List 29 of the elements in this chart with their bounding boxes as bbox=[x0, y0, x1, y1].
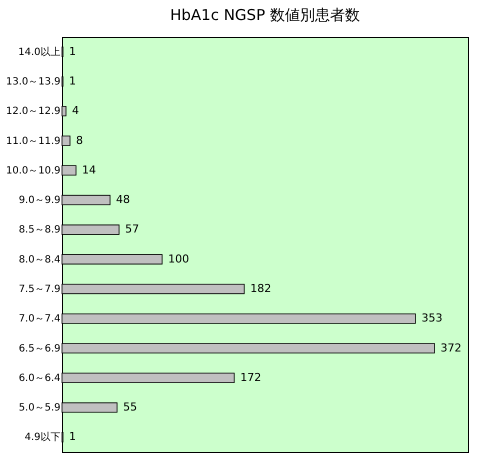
y-tick-label: 14.0以上 bbox=[18, 46, 60, 58]
y-tick-label: 4.9以下 bbox=[24, 431, 60, 444]
y-tick-label: 5.0～5.9 bbox=[18, 402, 60, 414]
y-tick-label: 7.0～7.4 bbox=[18, 314, 60, 325]
y-tick-label: 8.5～8.9 bbox=[18, 224, 60, 236]
y-tick-label: 12.0～12.9 bbox=[6, 106, 60, 118]
data-label: 14 bbox=[82, 163, 96, 176]
y-tick-label: 10.0～10.9 bbox=[6, 165, 60, 176]
y-tick-label: 13.0～13.9 bbox=[6, 76, 60, 88]
data-label: 1 bbox=[69, 74, 76, 88]
chart-title: HbA1c NGSP 数値別患者数 bbox=[170, 6, 360, 24]
data-label: 1 bbox=[69, 44, 76, 58]
data-label: 8 bbox=[76, 134, 84, 147]
data-label: 48 bbox=[116, 193, 130, 206]
data-label: 182 bbox=[250, 282, 272, 295]
y-tick-label: 11.0～11.9 bbox=[6, 136, 60, 147]
data-label: 353 bbox=[421, 312, 442, 325]
data-label: 57 bbox=[125, 222, 140, 236]
data-label: 100 bbox=[168, 252, 190, 266]
y-tick-label: 6.0～6.4 bbox=[18, 372, 60, 384]
data-label: 1 bbox=[69, 430, 76, 444]
data-label: 4 bbox=[72, 104, 80, 118]
data-label: 372 bbox=[440, 341, 462, 354]
y-tick-label: 7.5～7.9 bbox=[18, 284, 60, 295]
y-tick-label: 9.0～9.9 bbox=[18, 195, 60, 206]
y-tick-label: 6.5～6.9 bbox=[18, 343, 60, 354]
data-label: 172 bbox=[240, 370, 262, 384]
data-label: 55 bbox=[123, 400, 138, 414]
y-tick-label: 8.0～8.4 bbox=[18, 254, 60, 266]
